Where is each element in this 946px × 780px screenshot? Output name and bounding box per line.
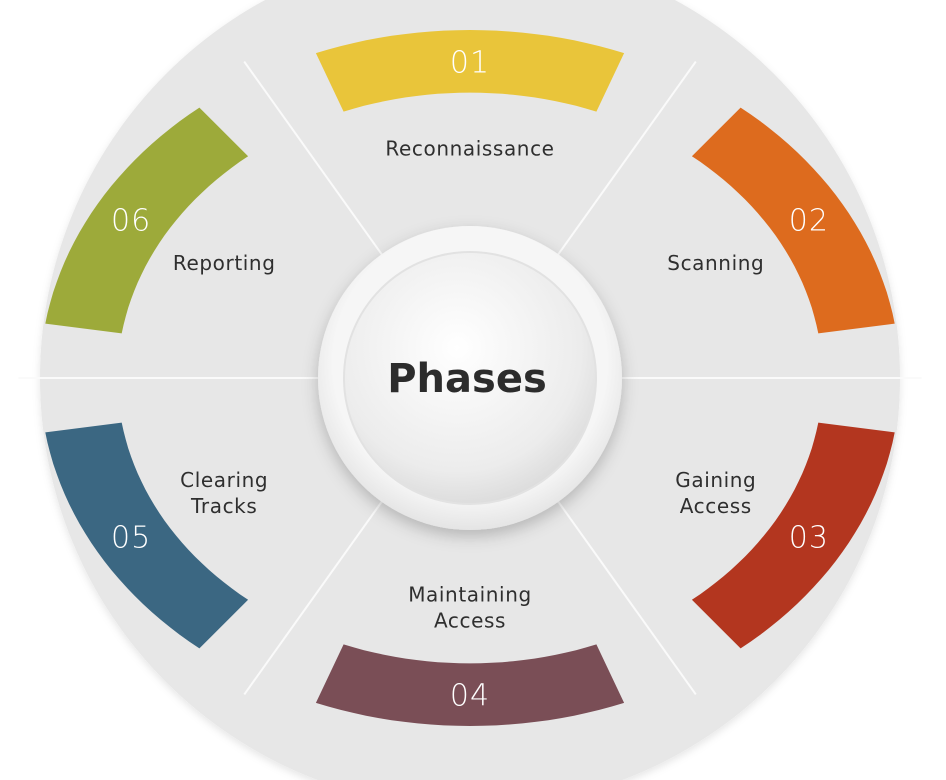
phase-label-02: Scanning [667, 251, 764, 275]
phase-label-line: Scanning [667, 251, 764, 275]
phase-arc-01 [315, 30, 625, 112]
phase-arc-06 [45, 107, 249, 334]
hub-title: Phases [387, 356, 547, 402]
phase-number-01: 01 [450, 45, 490, 80]
phase-label-01: Reconnaissance [385, 136, 554, 160]
phase-label-04: Maintaining Access [408, 583, 532, 633]
phase-label-05: Clearing Tracks [180, 468, 268, 518]
hub-inner-disc [343, 251, 597, 505]
phase-number-02: 02 [789, 204, 829, 239]
phase-label-line: Reconnaissance [385, 136, 554, 160]
phase-arc-02 [691, 107, 895, 334]
phase-arc-layer [45, 30, 895, 726]
phase-arc-04 [315, 644, 625, 726]
phase-arc-03 [691, 422, 895, 649]
phase-label-line: Access [434, 609, 506, 633]
phase-number-06: 06 [111, 204, 151, 239]
phase-label-06: Reporting [173, 251, 276, 275]
phase-number-05: 05 [111, 520, 151, 555]
phase-label-line: Gaining [675, 468, 756, 492]
phase-label-line: Reporting [173, 251, 276, 275]
phase-number-04: 04 [450, 679, 490, 714]
phase-label-line: Tracks [190, 494, 257, 518]
phase-label-line: Maintaining [408, 583, 532, 607]
phase-label-line: Clearing [180, 468, 268, 492]
phase-arc-05 [45, 422, 249, 649]
phase-label-line: Access [680, 494, 752, 518]
phase-label-03: Gaining Access [675, 468, 756, 518]
phase-number-03: 03 [789, 520, 829, 555]
center-hub: Phases [318, 226, 622, 530]
